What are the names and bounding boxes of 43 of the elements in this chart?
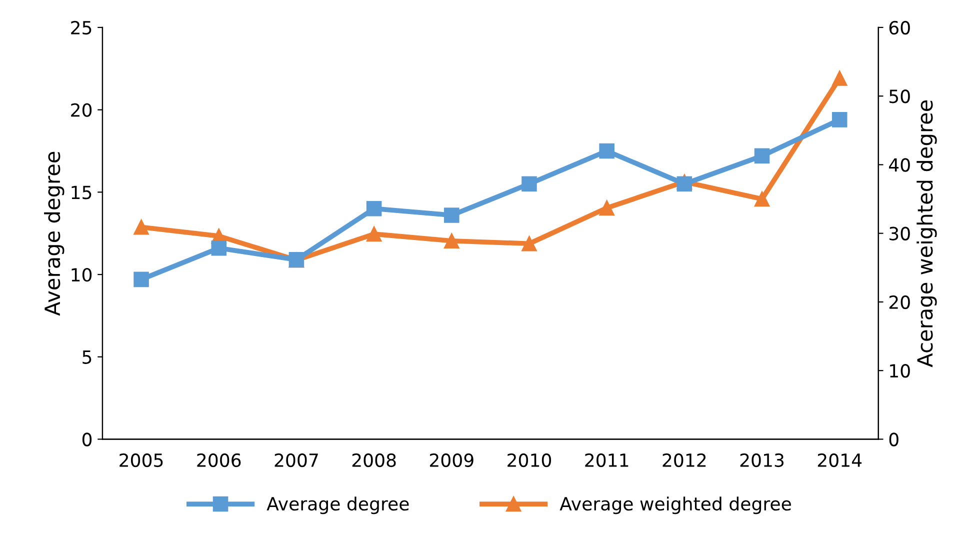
y2-tick-label: 20 [889, 295, 910, 310]
y2-axis-title: Acerage weighted degree [916, 100, 937, 368]
y-tick-label: 10 [72, 268, 92, 282]
y2-tick-label: 30 [890, 226, 910, 240]
y-tick-label: 25 [71, 20, 92, 35]
legend-label: Average weighted degree [560, 496, 791, 514]
y-tick-label: 15 [72, 186, 92, 200]
point [676, 176, 692, 192]
point [599, 200, 614, 216]
y2-tick-label: 40 [889, 158, 910, 172]
x-tick-label: 2014 [818, 453, 862, 468]
y-tick-label: 5 [82, 350, 92, 364]
y-tick-label: 20 [71, 103, 92, 117]
point [444, 208, 460, 223]
x-tick-label: 2012 [662, 453, 706, 468]
x-tick-label: 2011 [585, 453, 628, 468]
point [832, 112, 848, 128]
y2-tick-label: 50 [890, 90, 910, 104]
point [134, 220, 149, 235]
x-tick-label: 2013 [740, 453, 784, 468]
x-tick-label: 2009 [430, 453, 474, 468]
point [754, 191, 770, 207]
point [832, 70, 848, 86]
y2-tick-label: 60 [889, 20, 910, 35]
x-tick-label: 2010 [508, 453, 552, 468]
point [366, 200, 382, 216]
point [754, 148, 770, 164]
point [134, 272, 149, 288]
y2-tick-label: 10 [890, 364, 910, 378]
point [366, 226, 382, 242]
point [211, 240, 227, 256]
x-tick-label: 2007 [274, 453, 318, 468]
point [599, 143, 614, 159]
point [444, 233, 460, 249]
x-tick-label: 2005 [120, 453, 163, 468]
y-axis-title: Average degree [44, 152, 64, 316]
x-tick-label: 2006 [197, 453, 241, 468]
y-tick-label: 0 [82, 432, 92, 446]
legend-label: Average degree [266, 496, 409, 514]
y2-tick-label: 0 [889, 432, 898, 446]
point [522, 176, 537, 192]
x-tick-label: 2008 [352, 453, 396, 468]
point [522, 236, 537, 252]
